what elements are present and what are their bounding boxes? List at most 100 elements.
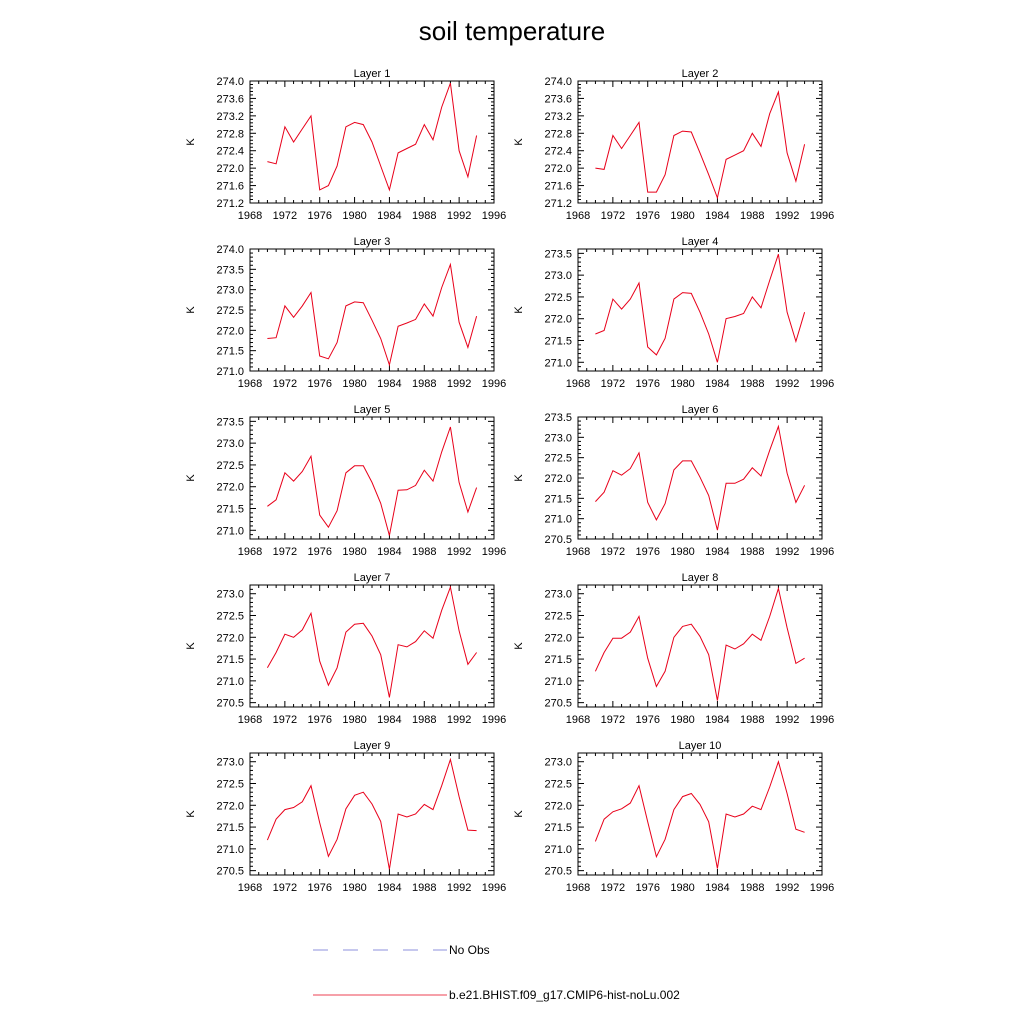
y-tick-label: 273.6 [216, 93, 244, 105]
x-tick-label: 1980 [670, 210, 694, 222]
y-tick-label: 271.0 [216, 844, 244, 856]
y-tick-label: 270.5 [544, 866, 572, 878]
x-tick-label: 1992 [775, 882, 799, 894]
series-line [595, 89, 806, 200]
y-tick-label: 274.0 [216, 76, 244, 88]
y-axis-label: K [185, 306, 197, 314]
x-tick-label: 1980 [342, 714, 366, 726]
x-tick-label: 1996 [482, 546, 506, 558]
y-tick-label: 271.5 [544, 822, 572, 834]
x-tick-label: 1984 [377, 378, 401, 390]
figure-title: soil temperature [419, 16, 605, 46]
y-tick-label: 271.5 [544, 336, 572, 348]
panel-layer-2: Layer 2 K 1968 1972 1976 1980 1984 1988 1992 1996… [513, 68, 834, 222]
y-tick-label: 271.6 [216, 181, 244, 193]
y-axis-label: K [185, 810, 197, 818]
y-tick-label: 272.5 [216, 779, 244, 791]
y-tick-label: 273.5 [216, 416, 244, 428]
x-tick-label: 1992 [447, 546, 471, 558]
x-tick-label: 1992 [447, 378, 471, 390]
series-line [267, 426, 478, 536]
panel-title: Layer 3 [354, 236, 391, 248]
plot-frame [577, 248, 823, 372]
x-tick-label: 1976 [307, 882, 331, 894]
x-tick-label: 1992 [447, 882, 471, 894]
y-axis-label: K [513, 810, 525, 818]
panel-grid: Layer 1 K 1968 1972 1976 1980 1984 1988 1992 1996… [185, 68, 834, 894]
x-tick-label: 1988 [412, 210, 436, 222]
x-tick-label: 1972 [601, 714, 625, 726]
x-tick-label: 1996 [810, 378, 834, 390]
x-tick-label: 1992 [775, 714, 799, 726]
series-line [595, 424, 806, 531]
x-tick-label: 1996 [482, 210, 506, 222]
x-tick-label: 1984 [377, 210, 401, 222]
x-tick-label: 1980 [342, 210, 366, 222]
x-tick-label: 1972 [601, 882, 625, 894]
x-tick-label: 1980 [342, 546, 366, 558]
x-tick-label: 1976 [307, 714, 331, 726]
x-tick-label: 1988 [740, 714, 764, 726]
panel-layer-9: Layer 9 K 1968 1972 1976 1980 1984 1988 1992 1996… [185, 740, 506, 894]
x-tick-label: 1992 [447, 210, 471, 222]
y-tick-label: 270.5 [544, 698, 572, 710]
x-tick-label: 1972 [601, 546, 625, 558]
y-tick-label: 271.5 [216, 346, 244, 358]
x-tick-label: 1968 [238, 882, 262, 894]
y-tick-label: 272.5 [216, 305, 244, 317]
legend-label-no-obs: No Obs [449, 943, 490, 957]
x-tick-label: 1972 [601, 210, 625, 222]
x-tick-label: 1984 [377, 882, 401, 894]
x-tick-label: 1996 [482, 378, 506, 390]
x-tick-label: 1996 [810, 882, 834, 894]
y-axis-label: K [185, 642, 197, 650]
panel-layer-5: Layer 5 K 1968 1972 1976 1980 1984 1988 1992 1996… [185, 404, 506, 558]
x-tick-label: 1988 [740, 210, 764, 222]
x-tick-label: 1988 [740, 378, 764, 390]
y-axis-label: K [513, 642, 525, 650]
plot-frame [577, 584, 823, 708]
y-tick-label: 274.0 [216, 244, 244, 256]
y-tick-label: 272.5 [544, 779, 572, 791]
panel-title: Layer 6 [682, 404, 719, 416]
y-axis-label: K [513, 138, 525, 146]
x-tick-label: 1976 [635, 882, 659, 894]
panel-layer-6: Layer 6 K 1968 1972 1976 1980 1984 1988 1992 1996… [513, 404, 834, 558]
x-tick-label: 1968 [238, 714, 262, 726]
y-axis-label: K [185, 474, 197, 482]
plot-frame [249, 416, 495, 540]
y-tick-label: 272.0 [544, 314, 572, 326]
y-tick-label: 272.0 [216, 482, 244, 494]
y-tick-label: 273.0 [216, 589, 244, 601]
panel-title: Layer 8 [682, 572, 719, 584]
panel-title: Layer 9 [354, 740, 391, 752]
series-line [267, 262, 478, 367]
x-tick-label: 1988 [412, 882, 436, 894]
x-tick-label: 1968 [566, 882, 590, 894]
x-tick-label: 1984 [377, 714, 401, 726]
panel-title: Layer 1 [354, 68, 391, 80]
x-tick-label: 1984 [705, 714, 729, 726]
x-tick-label: 1980 [342, 882, 366, 894]
x-tick-label: 1980 [670, 714, 694, 726]
y-tick-label: 273.0 [544, 757, 572, 769]
x-tick-label: 1996 [810, 714, 834, 726]
x-tick-label: 1984 [705, 378, 729, 390]
series-line [594, 760, 805, 869]
series-line [266, 757, 477, 870]
y-tick-label: 270.5 [216, 698, 244, 710]
y-tick-label: 271.6 [544, 181, 572, 193]
x-tick-label: 1972 [273, 714, 297, 726]
x-tick-label: 1988 [412, 378, 436, 390]
panel-title: Layer 4 [682, 236, 719, 248]
x-tick-label: 1984 [705, 546, 729, 558]
series-line [594, 586, 805, 701]
x-tick-label: 1988 [740, 882, 764, 894]
x-tick-label: 1984 [377, 546, 401, 558]
y-tick-label: 271.0 [544, 357, 572, 369]
y-tick-label: 272.5 [216, 460, 244, 472]
x-tick-label: 1968 [238, 210, 262, 222]
x-tick-label: 1996 [482, 714, 506, 726]
y-tick-label: 271.0 [544, 844, 572, 856]
